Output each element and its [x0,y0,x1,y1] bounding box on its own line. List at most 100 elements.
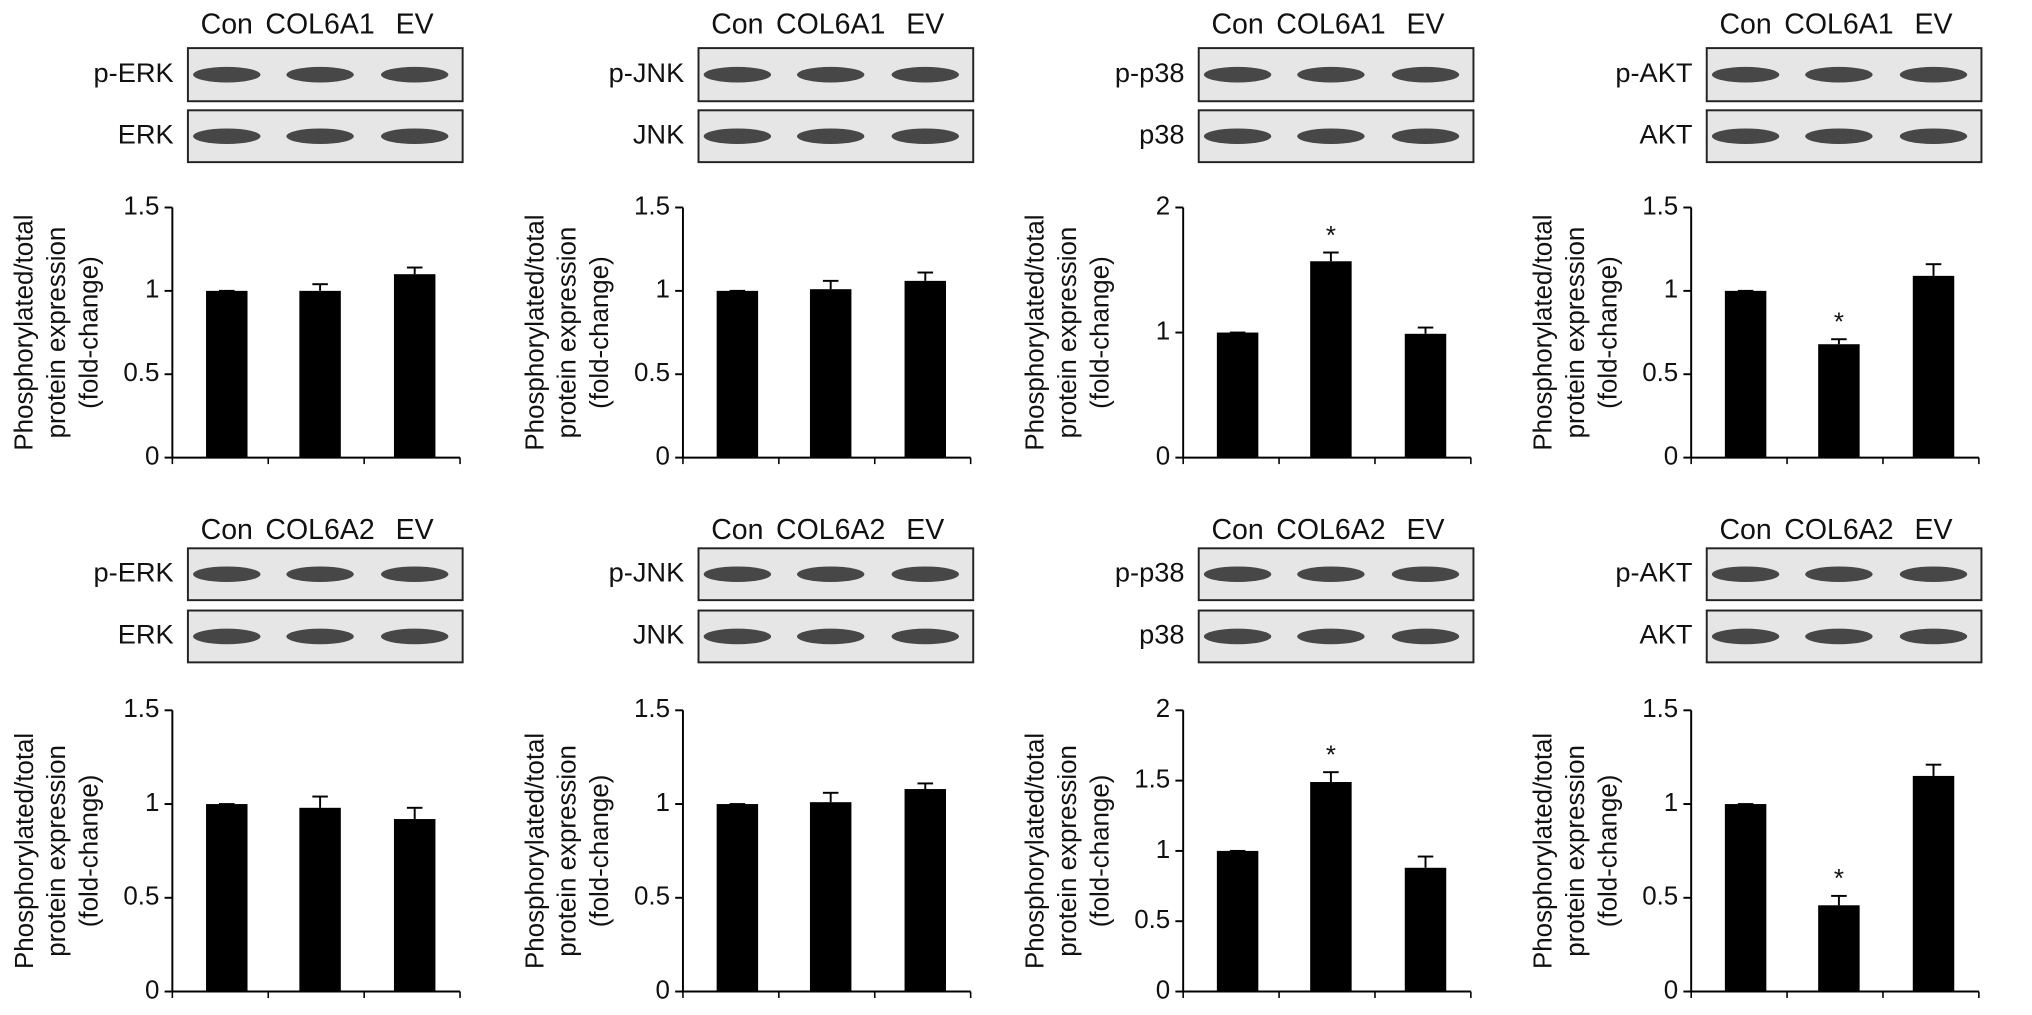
bar [1310,261,1352,458]
lane-label: COL6A1 [776,9,885,41]
blot-label: JNK [633,619,684,650]
bar [1818,344,1860,458]
blot-band [1805,128,1873,144]
panel: Con COL6A1 EV p-p38 p38 0 1 2 Phosphorylated/tot… [1022,9,1475,470]
lane-label: Con [201,514,253,546]
y-tick-label: 0 [145,442,159,470]
y-tick-label: 1 [145,276,159,304]
blot-label: p-ERK [94,556,174,587]
y-axis-label: protein expression [1562,227,1590,439]
blot-band [796,128,865,144]
y-axis-label: protein expression [1562,745,1590,957]
y-tick-label: 1.5 [123,192,159,220]
blot-band [381,66,449,83]
blot-band [1203,128,1272,144]
blot-band [1391,628,1460,645]
bar [1818,905,1860,992]
lane-label: COL6A1 [265,9,374,41]
blot-band [1203,66,1272,83]
blot-band [891,66,959,83]
y-tick-label: 0.5 [634,359,670,387]
blot-label: p-p38 [1115,556,1185,587]
blot-band [1711,566,1780,583]
y-tick-label: 1 [656,276,670,304]
lane-label: COL6A2 [265,514,374,546]
y-axis-label: Phosphorylated/total [1530,214,1558,450]
lane-label: Con [711,9,763,41]
bar [1216,332,1259,458]
blot-band [1391,566,1460,583]
y-tick-label: 1 [1156,317,1170,345]
bar [716,804,759,992]
blot-label: p-JNK [609,57,685,88]
y-axis-label: (fold-change) [76,256,104,409]
blot-band [193,66,261,83]
y-tick-label: 1.5 [634,695,670,723]
y-tick-label: 0 [145,976,159,1004]
blot-band [381,566,449,583]
blot-band [1297,566,1365,583]
blot-band [1899,628,1968,645]
bar [809,802,852,992]
y-axis-label: protein expression [554,745,582,957]
blot-band [193,628,261,645]
lane-label: Con [1719,9,1771,41]
y-axis-label: protein expression [1054,745,1082,957]
blot-band [796,566,865,583]
y-axis-label: (fold-change) [1086,256,1114,409]
bar [1912,275,1955,458]
significance: * [1326,222,1336,250]
y-axis-label: Phosphorylated/total [11,733,39,969]
y-tick-label: 1 [1664,789,1678,817]
blot-label: JNK [633,118,684,149]
y-tick-label: 0.5 [123,359,159,387]
y-tick-label: 1.5 [1642,695,1678,723]
bar [206,290,248,458]
blot-band [891,628,959,645]
y-tick-label: 0 [1664,976,1678,1004]
bar [1404,333,1447,458]
y-tick-label: 1 [1156,836,1170,864]
bar [716,290,759,458]
y-tick-label: 0.5 [123,883,159,911]
bar [393,274,436,458]
lane-label: Con [1211,514,1263,546]
y-axis-label: (fold-change) [586,775,614,928]
blot-band [1711,628,1780,645]
y-axis-label: Phosphorylated/total [1022,733,1050,969]
y-tick-label: 1 [145,789,159,817]
blot-label: p38 [1139,619,1184,650]
bar [1310,782,1352,992]
blot-band [286,66,354,83]
bar [206,804,248,992]
panel: Con COL6A1 EV p-JNK JNK 0 0.5 1 1.5 Phosphorylate… [521,9,975,470]
blot-band [1711,128,1780,144]
y-axis-label: protein expression [1054,227,1082,439]
blot-band [286,628,354,645]
lane-label: COL6A2 [776,514,885,546]
blot-band [1805,66,1873,83]
y-axis-label: (fold-change) [76,775,104,928]
blot-band [1899,566,1968,583]
blot-band [193,566,261,583]
blot-band [703,66,772,83]
bar [299,807,341,992]
blot-label: p-AKT [1615,556,1692,587]
y-axis-label: (fold-change) [1594,775,1622,928]
blot-band [1391,128,1460,144]
y-tick-label: 0 [656,976,670,1004]
blot-band [1297,128,1365,144]
blot-band [1899,66,1968,83]
blot-band [1805,566,1873,583]
bar [1724,290,1767,458]
y-tick-label: 0.5 [1134,906,1170,934]
blot-band [1203,628,1272,645]
bar [904,280,947,458]
blot-band [1297,66,1365,83]
blot-label: p38 [1139,118,1184,149]
blot-label: ERK [118,619,174,650]
bar [904,789,947,992]
y-tick-label: 1.5 [123,695,159,723]
blot-label: AKT [1640,619,1693,650]
